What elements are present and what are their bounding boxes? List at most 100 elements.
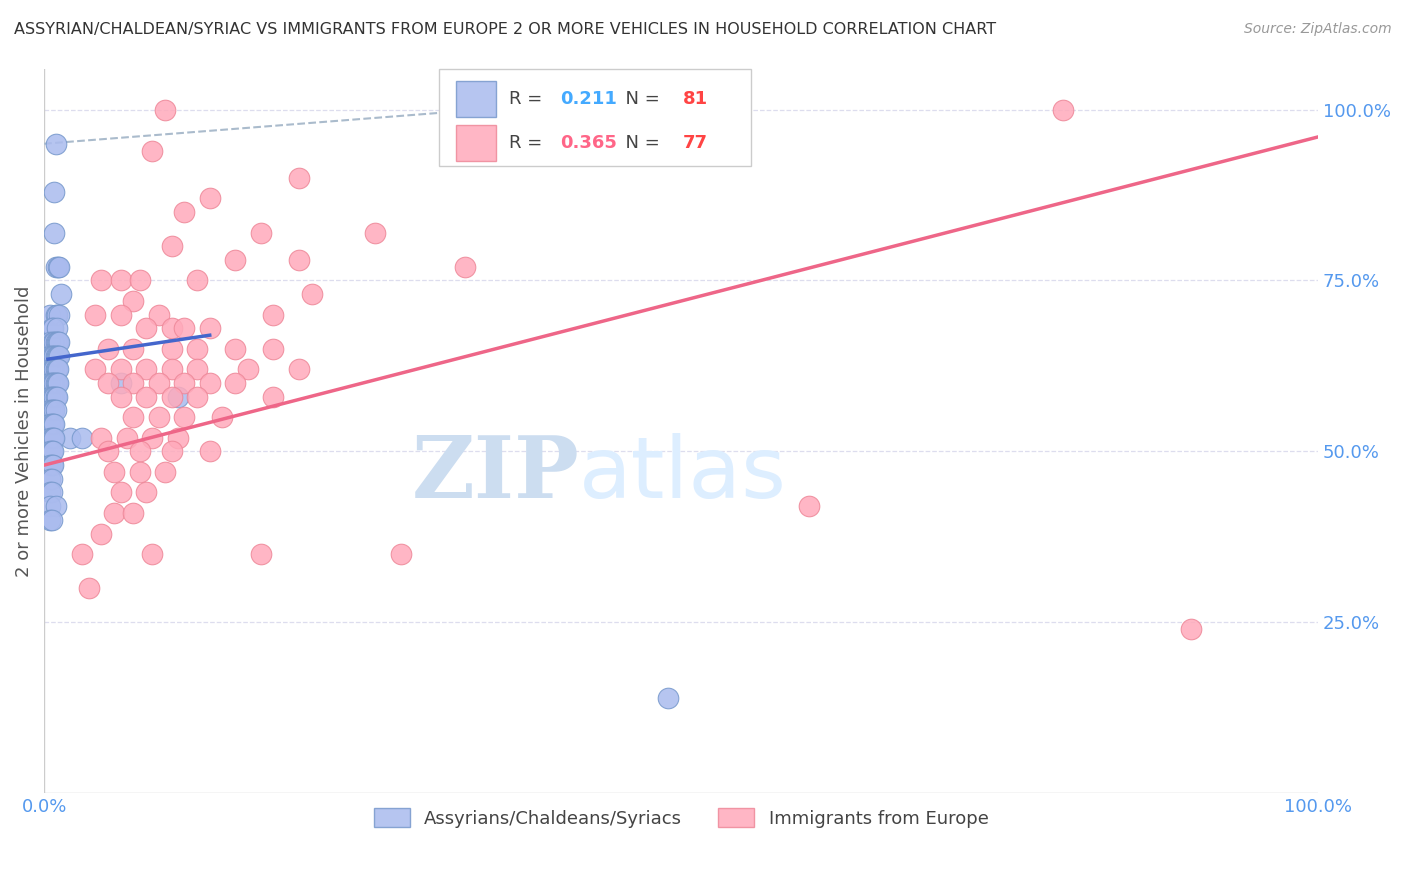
- Point: [141, 547, 163, 561]
- Point: [173, 376, 195, 390]
- Point: [198, 191, 221, 205]
- Point: [288, 252, 311, 267]
- Bar: [456, 125, 496, 161]
- Point: [141, 431, 163, 445]
- FancyBboxPatch shape: [439, 69, 751, 167]
- Text: N =: N =: [613, 90, 665, 108]
- Point: [41, 403, 63, 417]
- Text: R =: R =: [509, 134, 548, 152]
- Point: [153, 465, 176, 479]
- Point: [160, 362, 183, 376]
- Point: [122, 293, 145, 308]
- Point: [453, 260, 475, 274]
- Point: [236, 362, 259, 376]
- Point: [173, 321, 195, 335]
- Point: [44, 376, 66, 390]
- Point: [167, 390, 190, 404]
- Point: [160, 444, 183, 458]
- Point: [44, 390, 66, 404]
- Text: ZIP: ZIP: [412, 433, 579, 516]
- Point: [198, 321, 221, 335]
- Text: 0.211: 0.211: [560, 90, 617, 108]
- Point: [39, 390, 62, 404]
- Point: [41, 431, 63, 445]
- Point: [39, 362, 62, 376]
- Point: [97, 342, 120, 356]
- Point: [167, 431, 190, 445]
- Point: [45, 308, 67, 322]
- Point: [46, 260, 69, 274]
- Point: [288, 362, 311, 376]
- Point: [41, 485, 63, 500]
- Point: [41, 321, 63, 335]
- Text: R =: R =: [509, 90, 548, 108]
- Point: [160, 321, 183, 335]
- Point: [122, 342, 145, 356]
- Point: [110, 362, 132, 376]
- Point: [97, 376, 120, 390]
- Point: [148, 376, 170, 390]
- Point: [42, 444, 65, 458]
- Text: 77: 77: [682, 134, 707, 152]
- Point: [39, 349, 62, 363]
- Point: [41, 390, 63, 404]
- Point: [42, 334, 65, 349]
- Point: [135, 321, 157, 335]
- Point: [389, 547, 412, 561]
- Point: [153, 103, 176, 117]
- Point: [44, 185, 66, 199]
- Point: [97, 444, 120, 458]
- Text: ASSYRIAN/CHALDEAN/SYRIAC VS IMMIGRANTS FROM EUROPE 2 OR MORE VEHICLES IN HOUSEHO: ASSYRIAN/CHALDEAN/SYRIAC VS IMMIGRANTS F…: [14, 22, 997, 37]
- Point: [262, 342, 284, 356]
- Point: [45, 499, 67, 513]
- Point: [1052, 103, 1074, 117]
- Point: [110, 376, 132, 390]
- Point: [262, 308, 284, 322]
- Point: [262, 390, 284, 404]
- Legend: Assyrians/Chaldeans/Syriacs, Immigrants from Europe: Assyrians/Chaldeans/Syriacs, Immigrants …: [367, 801, 995, 835]
- Point: [148, 308, 170, 322]
- Point: [39, 485, 62, 500]
- Point: [128, 465, 150, 479]
- Point: [288, 170, 311, 185]
- Point: [224, 342, 246, 356]
- Point: [657, 690, 679, 705]
- Point: [84, 308, 107, 322]
- Point: [186, 273, 208, 287]
- Point: [90, 526, 112, 541]
- Point: [211, 410, 233, 425]
- Point: [141, 144, 163, 158]
- Point: [45, 260, 67, 274]
- Point: [39, 334, 62, 349]
- Point: [45, 349, 67, 363]
- Point: [72, 547, 94, 561]
- Point: [224, 376, 246, 390]
- Point: [135, 362, 157, 376]
- Point: [45, 308, 67, 322]
- Point: [45, 376, 67, 390]
- Point: [45, 403, 67, 417]
- Point: [39, 444, 62, 458]
- Point: [186, 390, 208, 404]
- Point: [128, 273, 150, 287]
- Point: [103, 465, 125, 479]
- Point: [90, 273, 112, 287]
- Text: atlas: atlas: [579, 433, 787, 516]
- Point: [128, 444, 150, 458]
- Point: [42, 431, 65, 445]
- Point: [110, 390, 132, 404]
- Point: [45, 362, 67, 376]
- Point: [39, 308, 62, 322]
- Point: [45, 334, 67, 349]
- Point: [135, 390, 157, 404]
- Point: [42, 321, 65, 335]
- Point: [797, 499, 820, 513]
- Point: [45, 376, 67, 390]
- Point: [39, 513, 62, 527]
- Point: [160, 239, 183, 253]
- Point: [46, 349, 69, 363]
- Point: [110, 273, 132, 287]
- Point: [42, 376, 65, 390]
- Point: [42, 403, 65, 417]
- Y-axis label: 2 or more Vehicles in Household: 2 or more Vehicles in Household: [15, 285, 32, 576]
